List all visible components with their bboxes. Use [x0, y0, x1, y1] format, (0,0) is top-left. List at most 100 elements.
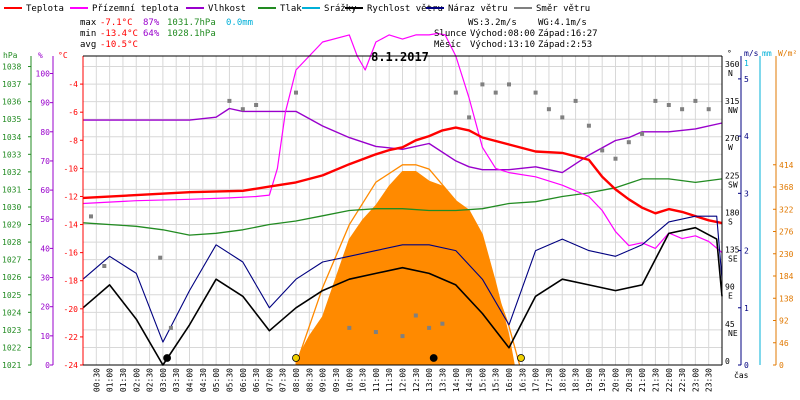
radiation-tick-label: 322 — [779, 205, 794, 214]
temperature-tick-label: -6 — [68, 108, 78, 117]
info-moon-label: Měsíc — [434, 40, 461, 50]
wind-direction-point — [347, 325, 352, 330]
direction-tick-label: 0 — [725, 357, 730, 366]
info-wg: WG:4.1m/s — [538, 18, 587, 28]
humidity-tick-label: 30 — [40, 274, 50, 283]
speed-tick-label: 3 — [744, 189, 749, 198]
wind-direction-point — [102, 264, 107, 268]
humidity-tick-label: 40 — [40, 244, 50, 253]
radiation-tick-label: 92 — [779, 317, 789, 326]
unit-hpa: hPa — [3, 51, 18, 60]
humidity-tick-label: 0 — [45, 361, 50, 370]
time-tick-label: 20:00 — [612, 368, 621, 392]
wind-direction-point — [294, 90, 298, 95]
stat-max-label: max — [80, 18, 97, 28]
legend-label-vlhkost: Vlhkost — [208, 4, 246, 14]
time-tick-label: 04:00 — [186, 368, 195, 392]
legend-label-smer-vetru: Směr větru — [536, 4, 590, 14]
radiation-tick-label: 414 — [779, 161, 794, 170]
humidity-tick-label: 70 — [40, 157, 50, 166]
time-tick-label: 23:00 — [691, 368, 700, 392]
time-tick-label: 10:00 — [345, 368, 354, 392]
stats-block: max -7.1°C 87% 1031.7hPa 0.0mm min -13.4… — [80, 18, 253, 50]
time-tick-label: 04:30 — [199, 368, 208, 392]
wind-direction-point — [227, 98, 232, 103]
unit-degc: °C — [58, 51, 68, 60]
time-tick-label: 22:00 — [665, 368, 674, 392]
time-tick-label: 16:30 — [518, 368, 527, 392]
time-tick-label: 08:30 — [305, 368, 314, 392]
temperature-tick-label: -8 — [68, 136, 78, 145]
time-tick-label: 21:30 — [651, 368, 660, 392]
temperature-tick-label: -16 — [64, 249, 79, 258]
pressure-tick-label: 1022 — [2, 343, 21, 352]
temperature-tick-label: -20 — [64, 305, 79, 314]
pressure-tick-label: 1029 — [2, 221, 21, 230]
time-tick-label: 13:30 — [438, 368, 447, 392]
wind-speed-line — [82, 226, 723, 366]
info-sun-set: Západ:16:27 — [538, 29, 598, 39]
wind-direction-point — [467, 115, 472, 120]
unit-mm: mm — [762, 49, 772, 58]
direction-name-label: W — [728, 143, 733, 152]
time-tick-label: 13:00 — [425, 368, 434, 392]
time-tick-label: 18:00 — [558, 368, 567, 392]
humidity-tick-label: 80 — [40, 128, 50, 137]
pressure-tick-label: 1035 — [2, 115, 21, 124]
wind-direction-point — [507, 82, 511, 87]
wind-direction-point — [533, 90, 538, 95]
time-tick-label: 10:30 — [359, 368, 368, 392]
stat-max-press: 1031.7hPa — [167, 18, 216, 28]
time-tick-label: 14:30 — [465, 368, 474, 392]
unit-pct: % — [38, 51, 43, 60]
stat-avg-label: avg — [80, 40, 96, 50]
pressure-tick-label: 1038 — [2, 63, 21, 72]
sunrise-marker — [292, 354, 300, 362]
wind-direction-point — [626, 140, 631, 145]
direction-tick-label: 270 — [725, 134, 740, 143]
unit-deg: ° — [727, 49, 732, 58]
pressure-tick-label: 1034 — [2, 133, 21, 142]
direction-tick-label: 90 — [725, 283, 735, 292]
time-tick-label: 16:00 — [505, 368, 514, 392]
direction-name-label: N — [728, 69, 733, 78]
temperature-tick-label: -24 — [64, 361, 79, 370]
speed-tick-label: 0 — [744, 361, 749, 370]
pressure-tick-label: 1033 — [2, 150, 21, 159]
time-tick-label: 02:00 — [132, 368, 141, 392]
wind-direction-point — [427, 325, 432, 330]
pressure-tick-label: 1027 — [2, 256, 21, 265]
time-tick-label: 17:00 — [532, 368, 541, 392]
sun-moon-markers — [163, 354, 525, 362]
time-tick-label: 18:30 — [572, 368, 581, 392]
pressure-tick-label: 1021 — [2, 361, 21, 370]
sunset-marker — [517, 354, 525, 362]
pressure-tick-label: 1037 — [2, 80, 21, 89]
time-tick-label: 06:30 — [252, 368, 261, 392]
moonset-marker — [163, 354, 172, 362]
radiation-tick-label: 368 — [779, 183, 794, 192]
speed-tick-label: 1 — [744, 304, 749, 313]
direction-name-label: SE — [728, 255, 738, 264]
wind-direction-point — [680, 107, 685, 112]
temperature-tick-label: -12 — [64, 193, 79, 202]
radiation-tick-label: 230 — [779, 250, 794, 259]
time-tick-label: 01:00 — [106, 368, 115, 392]
time-tick-label: 11:30 — [385, 368, 394, 392]
wind-direction-point — [560, 115, 565, 120]
humidity-tick-label: 100 — [36, 70, 51, 79]
temperature-tick-label: -18 — [64, 277, 79, 286]
time-tick-label: 00:30 — [92, 368, 101, 392]
temperature-line — [82, 126, 723, 225]
pressure-tick-label: 1025 — [2, 291, 21, 300]
chart-title: 8.1.2017 — [371, 50, 429, 64]
legend-label-prizemni-teplota: Přízemní teplota — [92, 4, 179, 14]
temperature-tick-label: -10 — [64, 164, 79, 173]
wind-direction-point — [573, 98, 578, 103]
pressure-tick-label: 1032 — [2, 168, 21, 177]
info-block: WS:3.2m/s WG:4.1m/s Slunce Východ:08:00 … — [434, 18, 598, 50]
stat-min-hum: 64% — [143, 29, 160, 39]
time-tick-label: 08:00 — [292, 368, 301, 392]
stat-min-press: 1028.1hPa — [167, 29, 216, 39]
